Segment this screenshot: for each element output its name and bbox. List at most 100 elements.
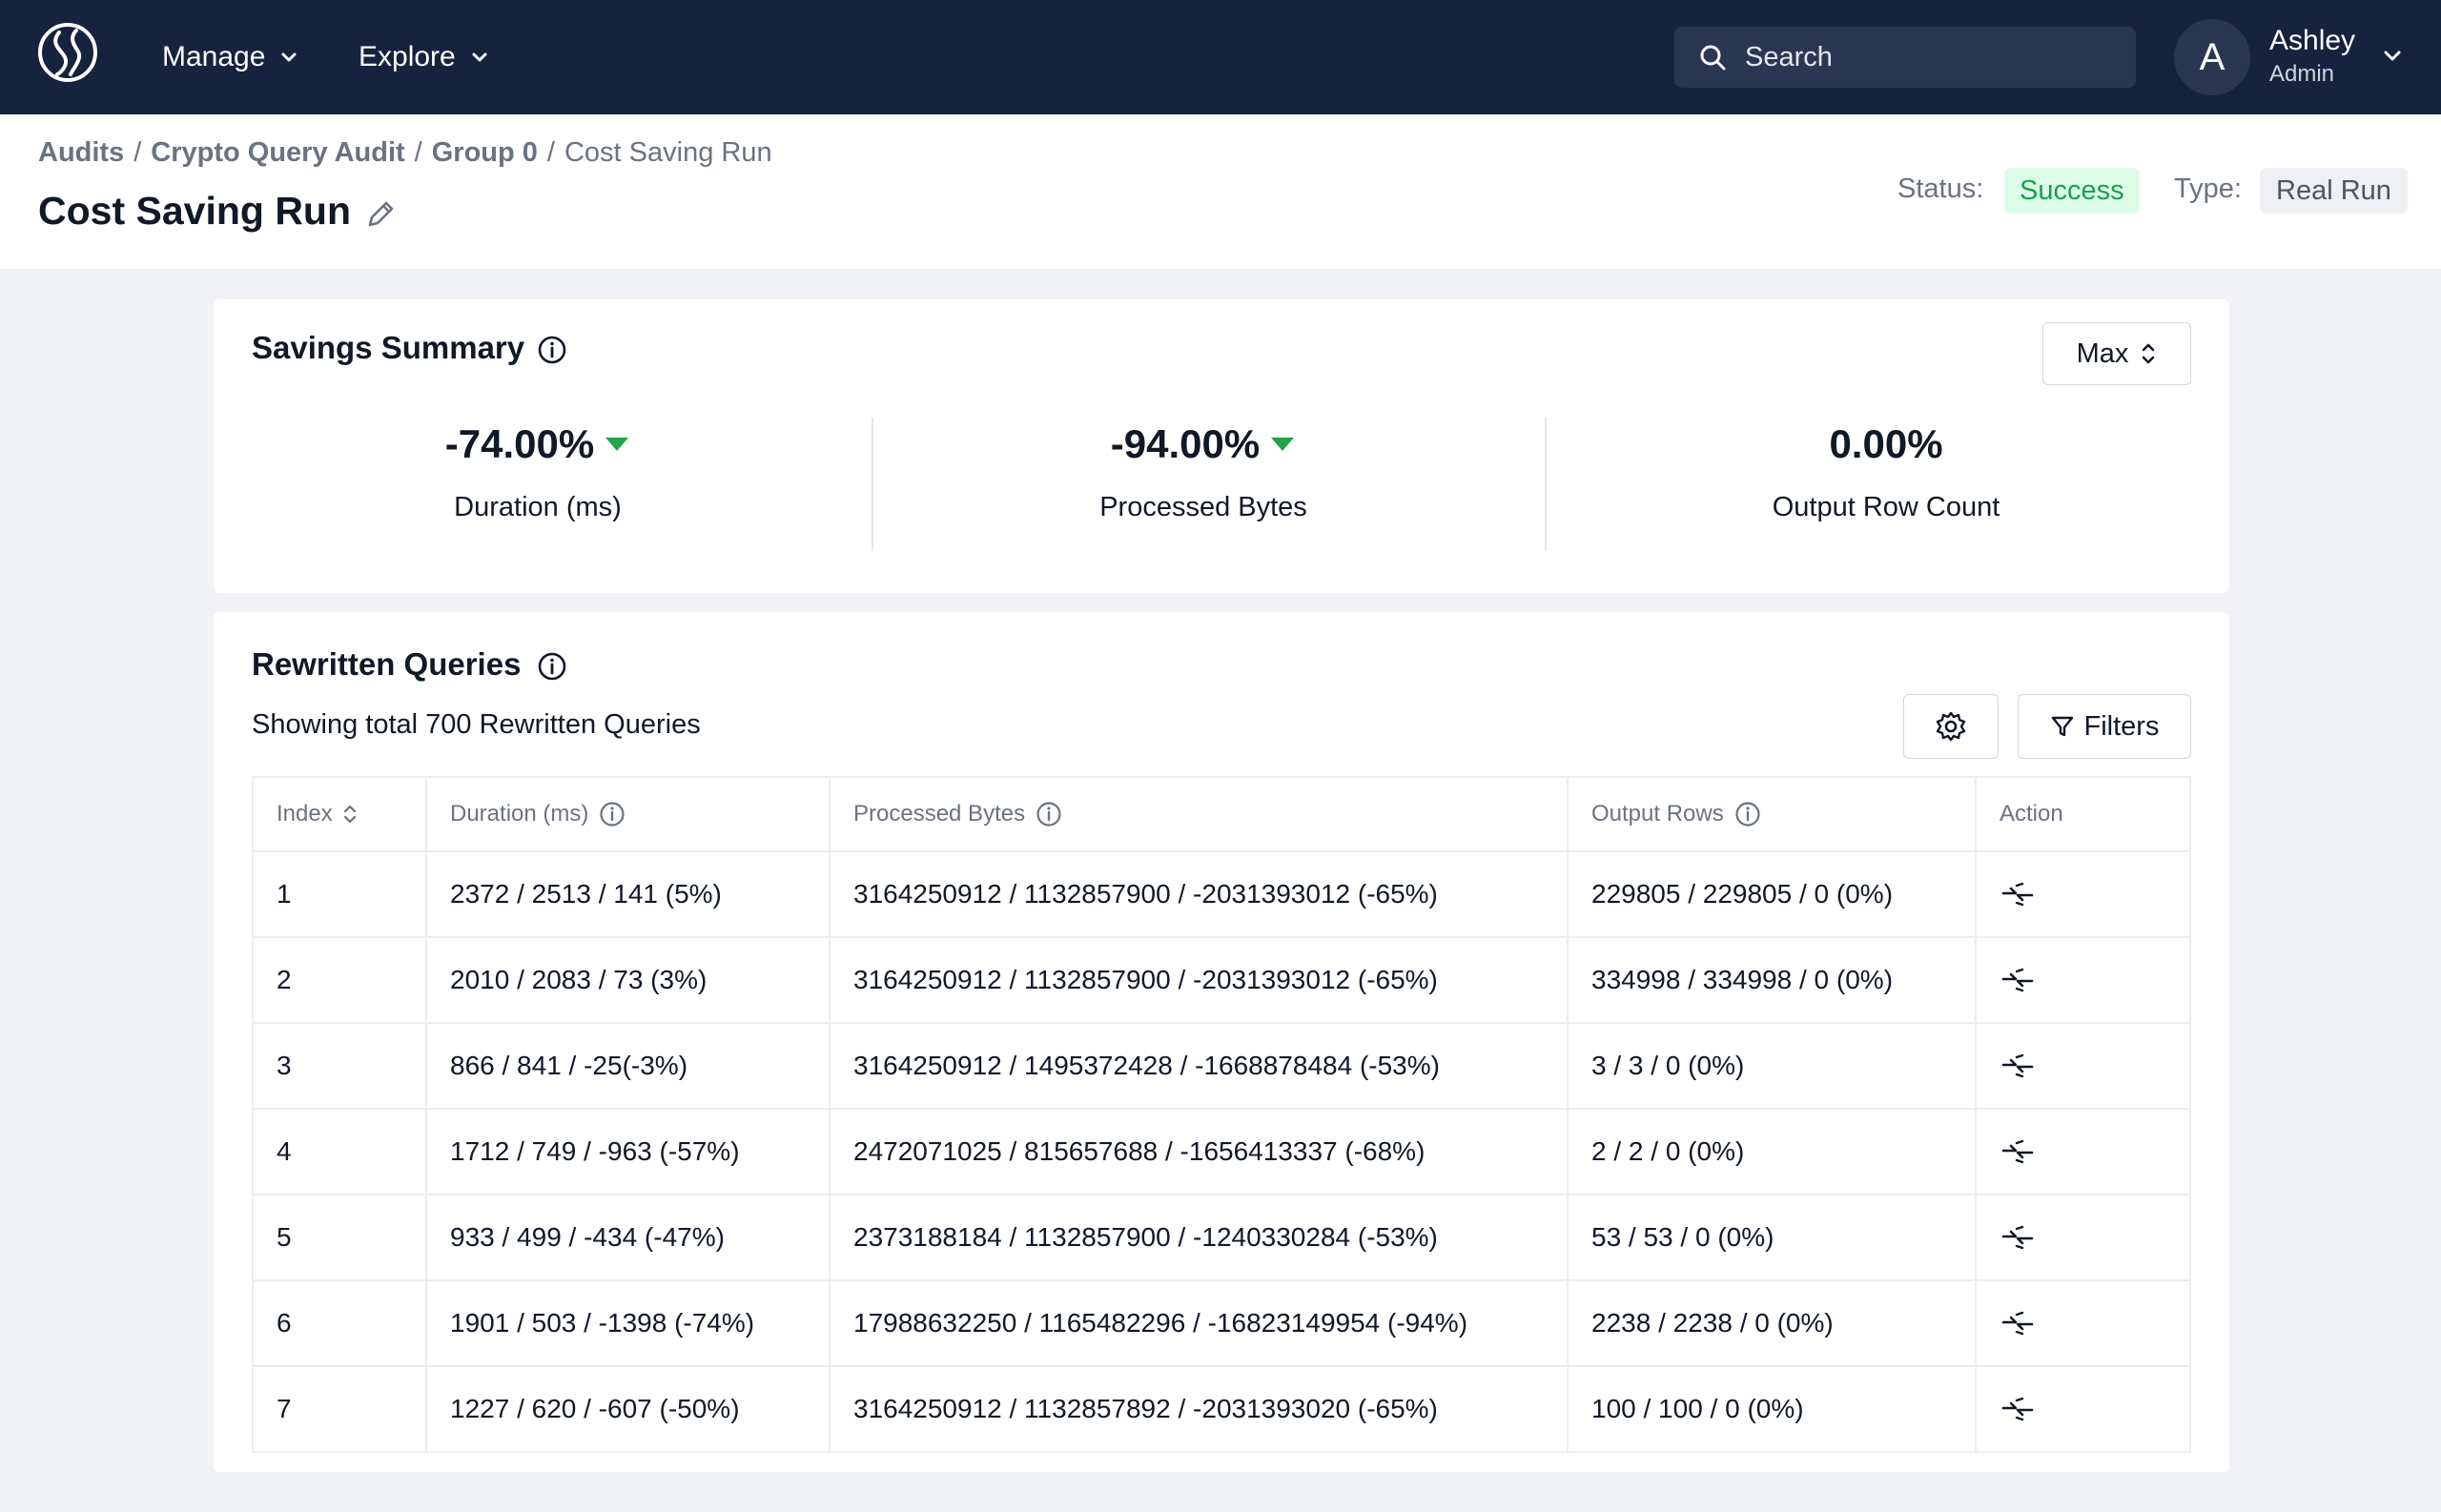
cell-index: 2 xyxy=(252,936,427,1024)
divider xyxy=(872,418,873,551)
table-row[interactable]: 6 1901 / 503 / -1398 (-74%) 17988632250 … xyxy=(252,1279,2191,1367)
settings-button[interactable] xyxy=(1903,694,1999,759)
cell-output-rows: 53 / 53 / 0 (0%) xyxy=(1567,1194,1977,1281)
column-header-index[interactable]: Index xyxy=(252,776,427,852)
cell-processed-bytes: 3164250912 / 1495372428 / -1668878484 (-… xyxy=(829,1022,1569,1110)
chevron-down-icon xyxy=(278,47,299,68)
cell-duration: 1227 / 620 / -607 (-50%) xyxy=(425,1365,831,1453)
table-row[interactable]: 5 933 / 499 / -434 (-47%) 2373188184 / 1… xyxy=(252,1194,2191,1281)
chevron-down-icon[interactable] xyxy=(2380,44,2405,69)
info-icon[interactable] xyxy=(536,650,568,683)
cell-duration: 2010 / 2083 / 73 (3%) xyxy=(425,936,831,1024)
cell-duration: 1712 / 749 / -963 (-57%) xyxy=(425,1108,831,1195)
cell-duration: 933 / 499 / -434 (-47%) xyxy=(425,1194,831,1281)
cell-index: 5 xyxy=(252,1194,427,1281)
table-row[interactable]: 7 1227 / 620 / -607 (-50%) 3164250912 / … xyxy=(252,1365,2191,1453)
cell-action xyxy=(1975,1194,2191,1281)
search-icon xyxy=(1697,42,1728,72)
user-role: Admin xyxy=(2269,61,2335,87)
cell-processed-bytes: 17988632250 / 1165482296 / -16823149954 … xyxy=(829,1279,1569,1367)
manage-menu-label: Manage xyxy=(162,41,266,72)
status-badge: Success xyxy=(2004,168,2140,214)
compare-icon[interactable] xyxy=(2000,880,2189,909)
breadcrumb-link-audits[interactable]: Audits xyxy=(38,137,125,168)
manage-menu[interactable]: Manage xyxy=(162,36,299,78)
info-icon[interactable] xyxy=(1733,800,1762,828)
cell-output-rows: 2238 / 2238 / 0 (0%) xyxy=(1567,1279,1977,1367)
cell-output-rows: 334998 / 334998 / 0 (0%) xyxy=(1567,936,1977,1024)
column-header-duration: Duration (ms) xyxy=(425,776,831,852)
cell-index: 3 xyxy=(252,1022,427,1110)
column-header-label: Action xyxy=(2000,801,2063,827)
metric-processed-bytes: -94.00% Processed Bytes xyxy=(908,421,1499,523)
compare-icon[interactable] xyxy=(2000,1052,2189,1080)
divider xyxy=(1545,418,1547,551)
breadcrumb-separator: / xyxy=(414,137,422,168)
cell-duration: 866 / 841 / -25(-3%) xyxy=(425,1022,831,1110)
breadcrumb-link-group[interactable]: Group 0 xyxy=(431,137,538,168)
search-input[interactable]: Search xyxy=(1674,27,2136,88)
table-row[interactable]: 4 1712 / 749 / -963 (-57%) 2472071025 / … xyxy=(252,1108,2191,1195)
breadcrumb: Audits / Crypto Query Audit / Group 0 / … xyxy=(38,137,772,169)
explore-menu[interactable]: Explore xyxy=(359,36,490,78)
metric-value: -74.00% xyxy=(444,421,595,466)
table-row[interactable]: 2 2010 / 2083 / 73 (3%) 3164250912 / 113… xyxy=(252,936,2191,1024)
compare-icon[interactable] xyxy=(2000,966,2189,994)
queries-table: Index Duration (ms) Processed Bytes xyxy=(252,776,2191,1453)
filters-label: Filters xyxy=(2083,710,2160,742)
trend-down-icon xyxy=(605,438,629,451)
cell-action xyxy=(1975,1365,2191,1453)
compare-icon[interactable] xyxy=(2000,1137,2189,1166)
app-logo-icon[interactable] xyxy=(36,21,99,92)
gear-icon xyxy=(1936,711,1966,742)
info-icon[interactable] xyxy=(598,800,626,828)
metric-value: 0.00% xyxy=(1829,421,1943,466)
cell-action xyxy=(1975,1108,2191,1195)
cell-output-rows: 100 / 100 / 0 (0%) xyxy=(1567,1365,1977,1453)
table-row[interactable]: 3 866 / 841 / -25(-3%) 3164250912 / 1495… xyxy=(252,1022,2191,1110)
breadcrumb-link-audit[interactable]: Crypto Query Audit xyxy=(151,137,405,168)
column-header-output-rows: Output Rows xyxy=(1567,776,1977,852)
compare-icon[interactable] xyxy=(2000,1395,2189,1423)
info-icon[interactable] xyxy=(536,334,568,366)
column-header-processed-bytes: Processed Bytes xyxy=(829,776,1569,852)
rewritten-queries-title: Rewritten Queries xyxy=(252,646,522,682)
metric-label: Output Row Count xyxy=(1772,492,2000,522)
cell-action xyxy=(1975,1279,2191,1367)
compare-icon[interactable] xyxy=(2000,1309,2189,1338)
cell-duration: 1901 / 503 / -1398 (-74%) xyxy=(425,1279,831,1367)
user-name: Ashley xyxy=(2269,25,2356,56)
column-header-label: Processed Bytes xyxy=(853,801,1026,827)
filters-button[interactable]: Filters xyxy=(2018,694,2191,759)
table-row[interactable]: 1 2372 / 2513 / 141 (5%) 3164250912 / 11… xyxy=(252,850,2191,938)
savings-summary-title: Savings Summary xyxy=(252,330,525,365)
metric-duration: -74.00% Duration (ms) xyxy=(242,421,833,523)
sort-icon xyxy=(343,805,356,824)
cell-output-rows: 2 / 2 / 0 (0%) xyxy=(1567,1108,1977,1195)
column-header-label: Index xyxy=(277,801,333,827)
cell-processed-bytes: 2373188184 / 1132857900 / -1240330284 (-… xyxy=(829,1194,1569,1281)
column-header-action: Action xyxy=(1975,776,2191,852)
cell-processed-bytes: 2472071025 / 815657688 / -1656413337 (-6… xyxy=(829,1108,1569,1195)
search-placeholder: Search xyxy=(1745,41,1833,72)
explore-menu-label: Explore xyxy=(359,41,456,72)
max-select[interactable]: Max xyxy=(2042,322,2191,385)
trend-down-icon xyxy=(1271,438,1295,451)
filter-icon xyxy=(2051,716,2073,737)
info-icon[interactable] xyxy=(1035,800,1063,828)
cell-duration: 2372 / 2513 / 141 (5%) xyxy=(425,850,831,938)
breadcrumb-separator: / xyxy=(546,137,555,168)
metric-label: Duration (ms) xyxy=(454,492,622,522)
page-title: Cost Saving Run xyxy=(38,189,352,233)
pencil-icon[interactable] xyxy=(362,196,399,233)
avatar[interactable]: A xyxy=(2174,19,2250,95)
chevron-up-down-icon xyxy=(2140,341,2157,366)
column-header-label: Output Rows xyxy=(1591,801,1724,827)
status-label: Status: xyxy=(1897,174,1984,204)
max-select-label: Max xyxy=(2076,337,2129,369)
cell-output-rows: 229805 / 229805 / 0 (0%) xyxy=(1567,850,1977,938)
metric-value: -94.00% xyxy=(1110,421,1261,466)
rewritten-queries-card: Rewritten Queries Showing total 700 Rewr… xyxy=(214,612,2229,1472)
cell-action xyxy=(1975,936,2191,1024)
compare-icon[interactable] xyxy=(2000,1223,2189,1252)
